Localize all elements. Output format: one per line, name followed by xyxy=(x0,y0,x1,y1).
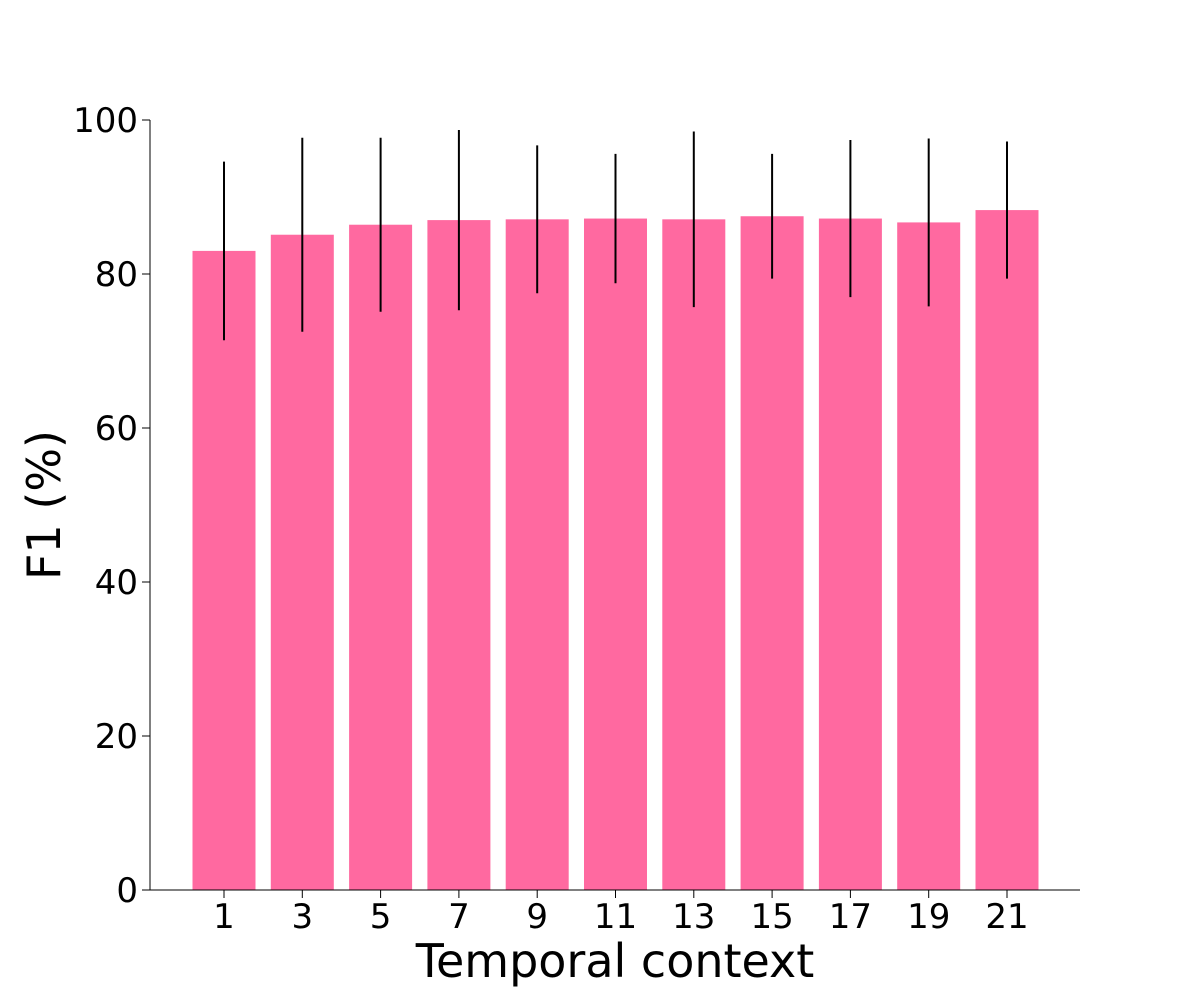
bar-3 xyxy=(270,234,334,891)
x-tick-label: 13 xyxy=(672,897,715,937)
bar-5 xyxy=(349,224,413,891)
x-tick-label: 9 xyxy=(526,897,548,937)
bar-1 xyxy=(192,250,256,890)
x-tick-label: 19 xyxy=(907,897,950,937)
x-axis-label: Temporal context xyxy=(415,934,815,988)
bar-13 xyxy=(662,219,726,890)
bar-19 xyxy=(897,222,961,890)
x-tick-label: 17 xyxy=(829,897,872,937)
y-ticks: 0 20 40 60 80 100 xyxy=(73,101,150,911)
y-tick-label: 100 xyxy=(73,101,138,141)
bar-9 xyxy=(505,219,569,890)
bar-11 xyxy=(584,218,647,890)
y-tick-label: 80 xyxy=(95,255,138,295)
x-tick-label: 11 xyxy=(594,897,637,937)
x-tick-label: 21 xyxy=(985,897,1028,937)
x-tick-label: 1 xyxy=(213,897,235,937)
y-tick-label: 0 xyxy=(116,871,138,911)
error-bars-layer xyxy=(223,130,1008,341)
x-tick-label: 15 xyxy=(750,897,793,937)
y-axis-label: F1 (%) xyxy=(17,430,71,580)
bars-layer xyxy=(192,210,1039,891)
bar-7 xyxy=(427,220,491,891)
x-tick-label: 3 xyxy=(291,897,313,937)
y-tick-label: 20 xyxy=(95,717,138,757)
x-tick-label: 7 xyxy=(448,897,470,937)
bar-21 xyxy=(975,210,1039,891)
x-ticks: 1 3 5 7 9 11 13 15 17 19 21 xyxy=(213,890,1029,937)
y-tick-label: 60 xyxy=(95,409,138,449)
x-tick-label: 5 xyxy=(370,897,392,937)
y-tick-label: 40 xyxy=(95,563,138,603)
bar-17 xyxy=(818,218,882,890)
bar-15 xyxy=(740,216,804,890)
